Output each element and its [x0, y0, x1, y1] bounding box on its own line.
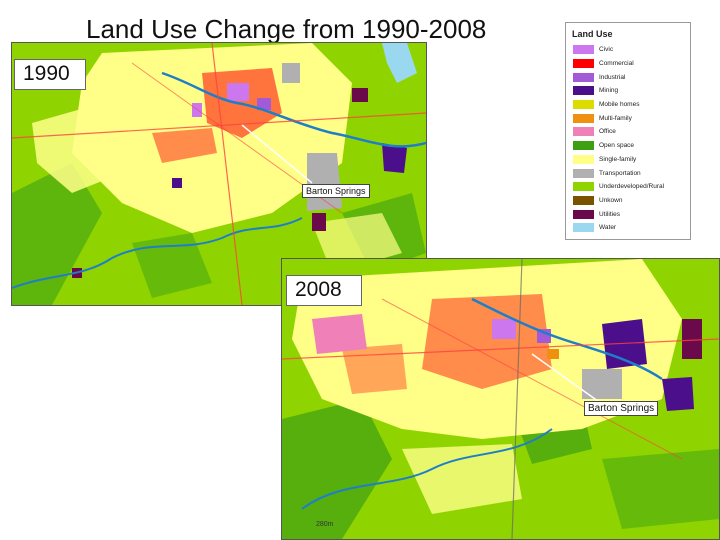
legend-list: Civic Commercial Industrial Mining Mobile ho…: [573, 43, 664, 235]
legend-item: Mobile homes: [573, 98, 664, 112]
land-use-legend: Land Use Civic Commercial Industrial Mining…: [565, 22, 691, 240]
legend-item: Multi-family: [573, 111, 664, 125]
legend-label: Industrial: [599, 73, 626, 81]
legend-label: Underdeveloped/Rural: [599, 183, 665, 191]
legend-label: Office: [599, 128, 616, 136]
legend-label: Water: [599, 224, 617, 232]
year-label-1990: 1990: [14, 59, 86, 90]
legend-swatch: [573, 168, 594, 178]
legend-title: Land Use: [572, 29, 613, 39]
legend-label: Commercial: [599, 60, 634, 68]
legend-swatch: [573, 72, 594, 82]
barton-springs-label-2008: Barton Springs: [584, 401, 659, 416]
legend-label: Mining: [599, 87, 619, 95]
legend-item: Transportation: [573, 166, 664, 180]
legend-swatch: [573, 86, 594, 96]
legend-item: Mining: [573, 84, 664, 98]
legend-label: Mobile homes: [599, 101, 640, 109]
legend-label: Utilities: [599, 210, 620, 218]
slide-title: Land Use Change from 1990-2008: [86, 14, 487, 44]
legend-swatch: [573, 100, 594, 110]
legend-swatch: [573, 209, 594, 219]
map-1990: 1990 Barton Springs: [11, 42, 427, 306]
legend-swatch: [573, 154, 594, 164]
legend-label: Transportation: [599, 169, 641, 177]
legend-item: Unkown: [573, 194, 664, 208]
legend-swatch: [573, 45, 594, 55]
legend-swatch: [573, 223, 594, 233]
legend-item: Civic: [573, 43, 664, 57]
legend-swatch: [573, 182, 594, 192]
year-label-2008: 2008: [286, 275, 362, 306]
legend-item: Utilities: [573, 207, 664, 221]
legend-item: Industrial: [573, 70, 664, 84]
legend-item: Office: [573, 125, 664, 139]
legend-item: Single-family: [573, 153, 664, 167]
legend-label: Open space: [599, 142, 635, 150]
legend-swatch: [573, 127, 594, 137]
scale-label: 280m: [316, 521, 334, 528]
legend-label: Multi-family: [599, 114, 632, 122]
legend-swatch: [573, 113, 594, 123]
legend-swatch: [573, 59, 594, 69]
legend-swatch: [573, 141, 594, 151]
map-2008: 2008 Barton Springs 280m: [281, 258, 720, 540]
legend-label: Civic: [599, 46, 614, 54]
legend-item: Open space: [573, 139, 664, 153]
legend-item: Commercial: [573, 57, 664, 71]
land-use-map-2008-image: [282, 259, 719, 539]
legend-label: Single-family: [599, 155, 637, 163]
legend-item: Water: [573, 221, 664, 235]
legend-swatch: [573, 195, 594, 205]
legend-label: Unkown: [599, 196, 623, 204]
barton-springs-label-1990: Barton Springs: [302, 184, 370, 198]
legend-item: Underdeveloped/Rural: [573, 180, 664, 194]
